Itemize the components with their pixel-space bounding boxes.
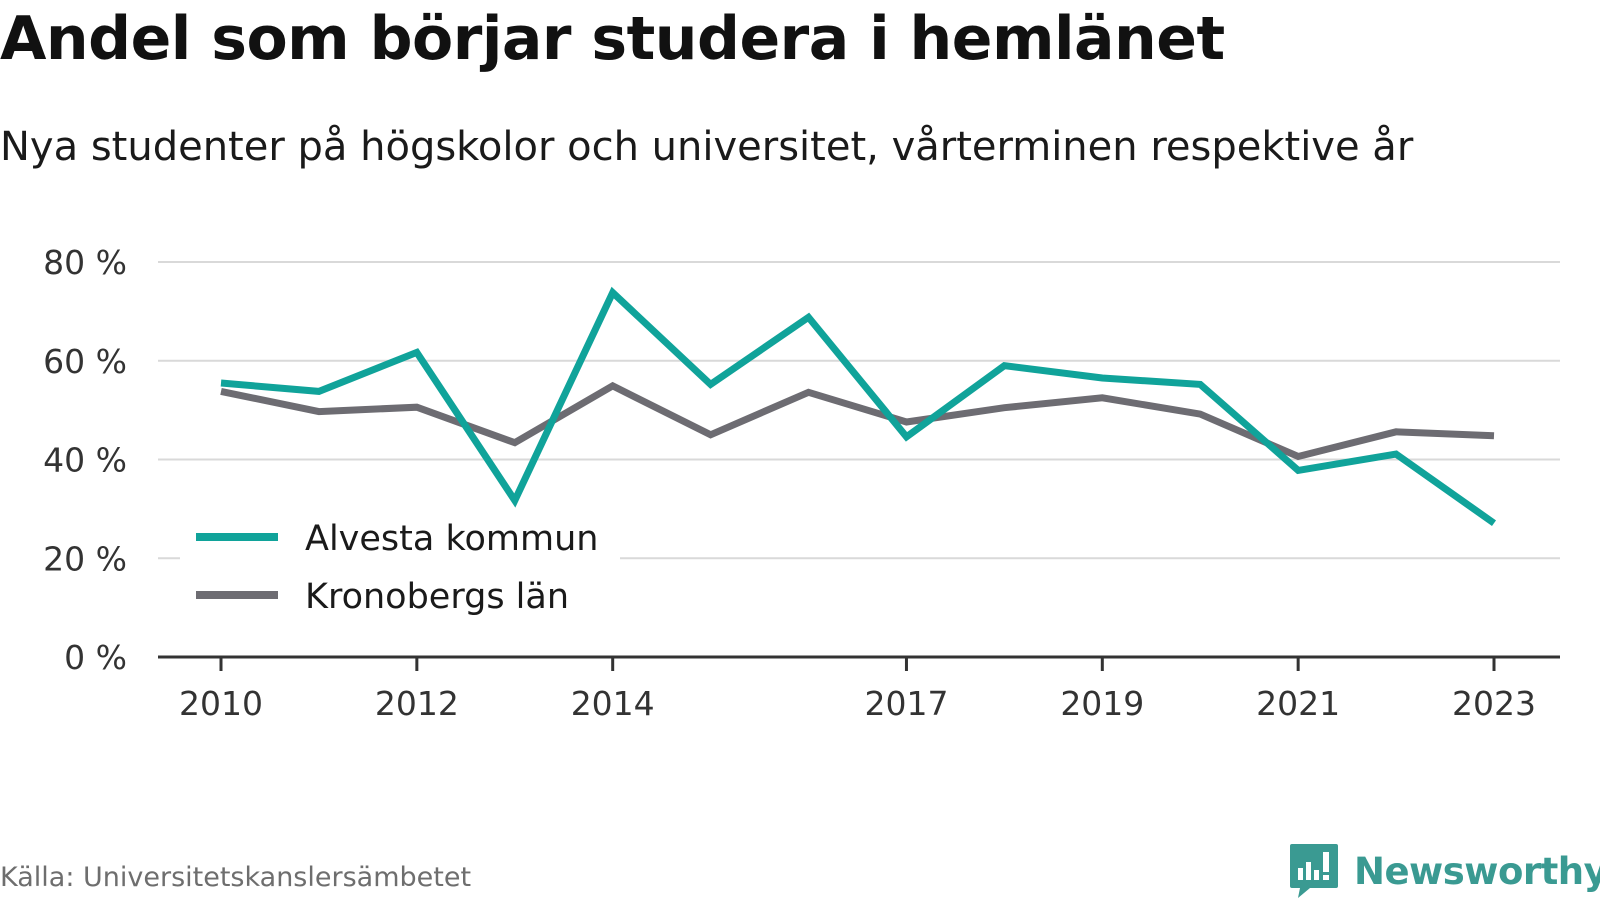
source-note: Källa: Universitetskanslersämbetet xyxy=(0,862,472,893)
y-tick-label: 40 % xyxy=(43,441,127,480)
y-tick-label: 0 % xyxy=(64,638,127,677)
x-tick-label: 2017 xyxy=(864,684,948,723)
axis-layer: 0 % 20 % 40 % 60 % 80 % 2010 2012 2014 2017 2019 2… xyxy=(43,243,1560,723)
x-tick-label: 2012 xyxy=(375,684,459,723)
chart-subtitle: Nya studenter på högskolor och universit… xyxy=(0,124,1414,170)
x-tick-label: 2021 xyxy=(1256,684,1340,723)
brand-logo: Newsworthy xyxy=(1288,842,1600,900)
x-tick-label: 2023 xyxy=(1452,684,1536,723)
series-layer xyxy=(220,286,1497,527)
x-tick-label: 2014 xyxy=(571,684,655,723)
chart-title: Andel som börjar studera i hemlänet xyxy=(0,4,1225,74)
y-tick-label: 60 % xyxy=(43,342,127,381)
newsworthy-logo-icon xyxy=(1290,844,1338,898)
series-line-kronoberg xyxy=(220,381,1495,461)
x-tick-label: 2019 xyxy=(1060,684,1144,723)
legend-item-kronoberg-label: Kronobergs län xyxy=(305,577,569,617)
x-tick-label: 2010 xyxy=(179,684,263,723)
line-chart: 0 % 20 % 40 % 60 % 80 % 2010 2012 2014 2017 2019 2… xyxy=(43,243,1560,723)
series-line-alvesta xyxy=(220,286,1497,527)
y-tick-label: 20 % xyxy=(43,539,127,578)
legend-item-alvesta-label: Alvesta kommun xyxy=(305,519,598,559)
brand-name: Newsworthy xyxy=(1354,849,1600,893)
y-tick-label: 80 % xyxy=(43,243,127,282)
legend-layer: Alvesta kommun Kronobergs län xyxy=(180,511,620,617)
